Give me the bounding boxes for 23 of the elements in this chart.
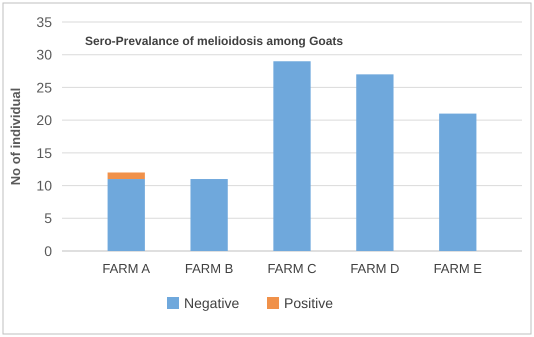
y-tick-label: 30 <box>36 46 52 63</box>
y-axis-title: No of individual <box>8 88 23 186</box>
y-tick-label: 5 <box>44 210 52 226</box>
y-tick-label: 0 <box>44 242 52 259</box>
x-tick-label: FARM C <box>267 261 317 276</box>
x-tick-label: FARM D <box>350 261 400 276</box>
y-tick-label: 35 <box>36 14 52 30</box>
bar <box>108 172 145 180</box>
y-tick-label: 15 <box>36 144 52 161</box>
y-tick-label: 20 <box>36 112 52 128</box>
y-tick-label: 10 <box>36 177 52 194</box>
y-tick-label: 25 <box>36 79 52 96</box>
bar <box>108 179 145 251</box>
text: Sero-Prevalance of melioidosis among Goats <box>85 34 344 48</box>
x-tick-label: FARM B <box>184 261 234 276</box>
bar <box>356 74 394 251</box>
x-tick-label: FARM E <box>434 261 482 276</box>
bar <box>439 114 476 251</box>
x-tick-label: FARM A <box>102 261 150 276</box>
legend-label: Negative <box>184 294 240 311</box>
bar <box>273 61 311 251</box>
legend-label: Positive <box>284 294 334 311</box>
bar <box>190 179 228 251</box>
